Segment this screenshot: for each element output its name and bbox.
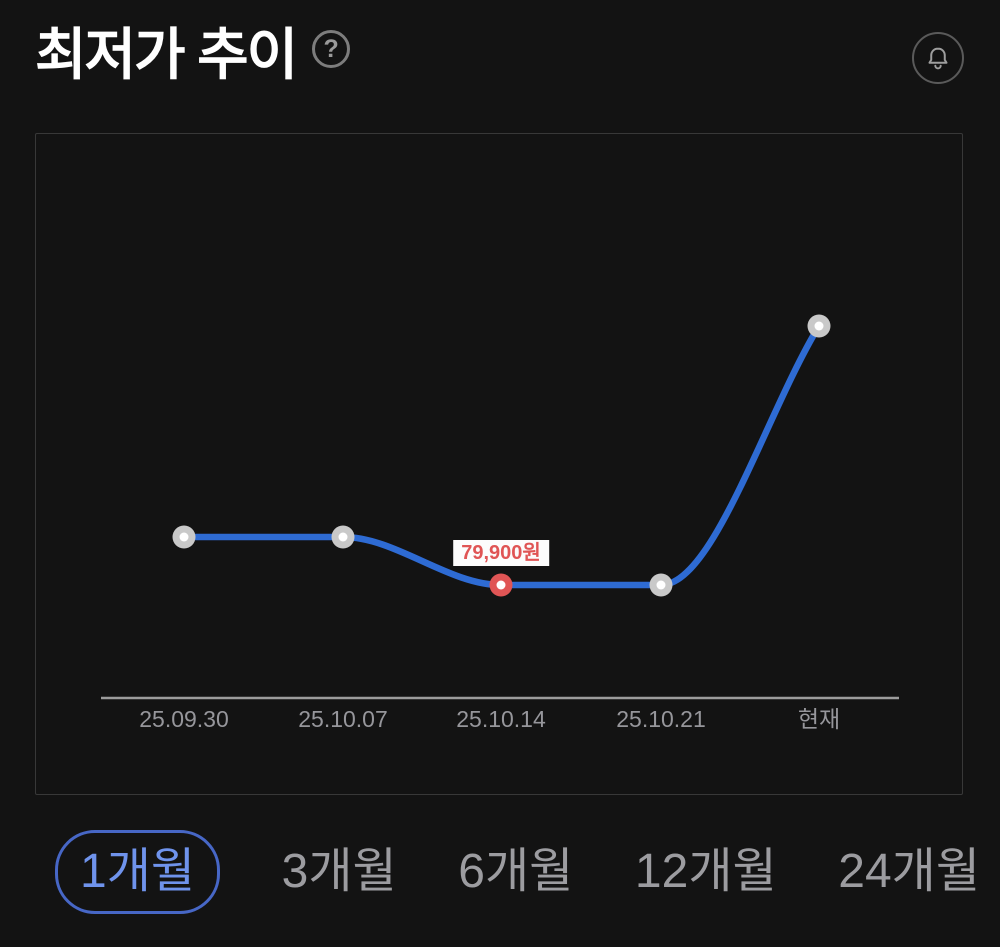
price-line-chart[interactable]: 25.09.30 25.10.07 25.10.14 25.10.21 현재: [36, 134, 962, 794]
bell-icon[interactable]: [912, 32, 964, 84]
tab-3-months[interactable]: 3개월: [281, 845, 397, 899]
tab-6-months[interactable]: 6개월: [458, 845, 574, 899]
x-axis-tick-label: 25.10.07: [298, 706, 388, 732]
chart-card: 25.09.30 25.10.07 25.10.14 25.10.21 현재 79,90…: [35, 133, 963, 795]
x-axis-tick-label: 25.10.14: [456, 706, 546, 732]
tab-1-month[interactable]: 1개월: [55, 830, 221, 914]
price-line: [180, 322, 823, 589]
page-title: 최저가 추이: [35, 23, 298, 86]
data-point-core: [338, 532, 348, 542]
data-point-core: [814, 321, 824, 331]
tab-24-months[interactable]: 24개월: [838, 845, 980, 899]
help-icon[interactable]: ?: [312, 30, 351, 68]
x-axis-tick-label: 현재: [798, 706, 840, 732]
data-point-core: [179, 532, 189, 542]
tab-12-months[interactable]: 12개월: [634, 845, 777, 899]
price-label: 79,900원: [453, 540, 549, 566]
bell-glyph: [928, 47, 948, 70]
x-axis-tick-label: 25.09.30: [139, 706, 229, 732]
x-axis-tick-label: 25.10.21: [616, 706, 706, 732]
period-tabs: 1개월 3개월 6개월 12개월 24개월: [55, 824, 980, 920]
header: 최저가 추이 ?: [0, 0, 1000, 120]
data-point-core: [496, 580, 506, 590]
data-point-core: [656, 580, 666, 590]
question-mark-glyph: ?: [323, 34, 339, 63]
